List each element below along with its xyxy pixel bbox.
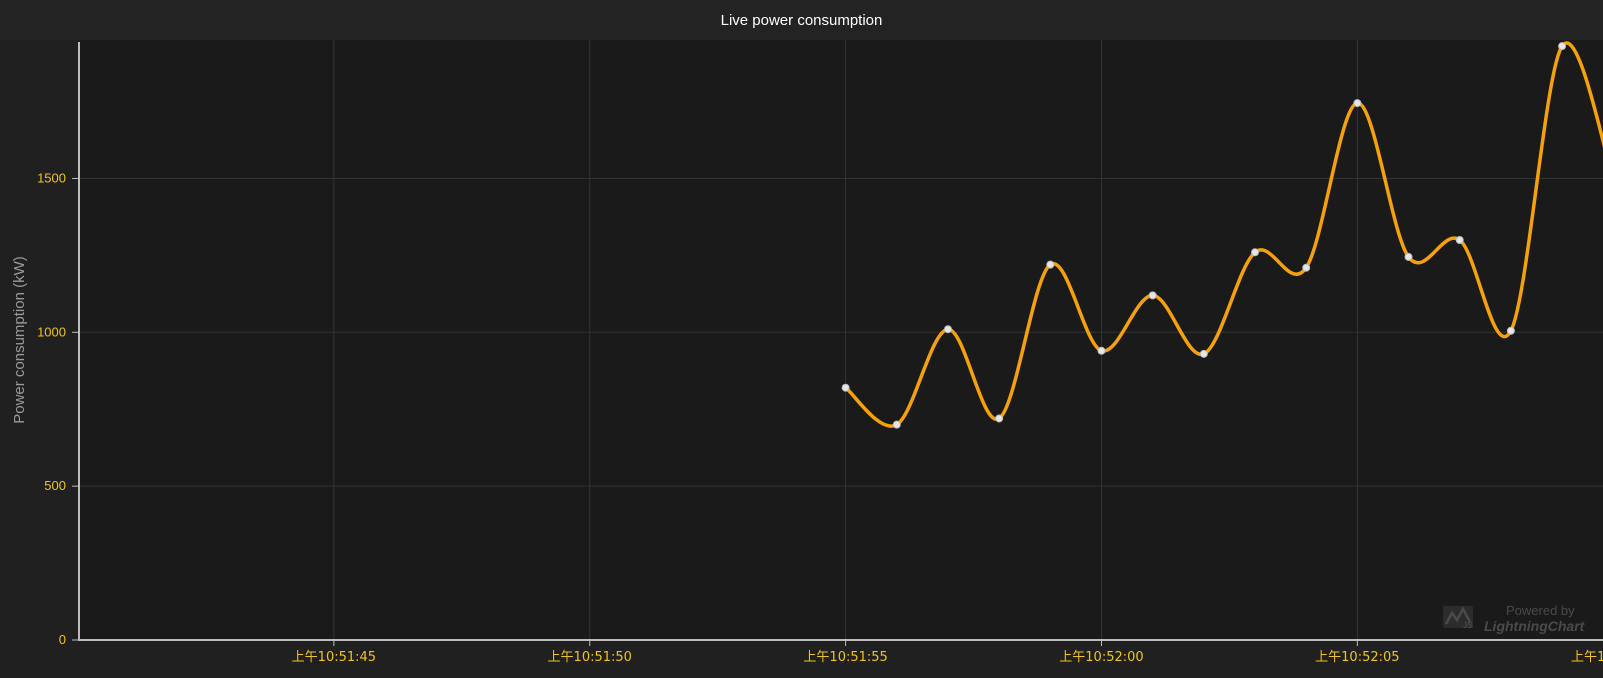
- data-point: [1455, 236, 1464, 244]
- data-point: [995, 414, 1004, 423]
- y-tick-label: 0: [59, 632, 66, 647]
- data-point: [1148, 291, 1157, 300]
- data-point: [1404, 252, 1413, 261]
- data-point: [1558, 42, 1567, 51]
- x-tick-label: 上午10:52:05: [1315, 650, 1399, 665]
- data-point: [943, 325, 952, 334]
- lightningchart-logo-icon: JS: [1443, 606, 1473, 630]
- data-point: [1251, 248, 1260, 257]
- data-point: [841, 383, 850, 392]
- y-tick-label: 1500: [37, 170, 66, 185]
- data-point: [1199, 349, 1208, 358]
- x-tick-label: 上午10:51:45: [292, 650, 376, 665]
- chart-title: Live power consumption: [0, 0, 1603, 40]
- x-tick-label: 上午10:51:55: [803, 650, 887, 665]
- x-tick-label: 上午10:51:50: [548, 650, 632, 665]
- data-point: [892, 420, 901, 429]
- series-group: [841, 41, 1603, 429]
- y-tick-label: 500: [44, 478, 66, 493]
- powered-by-text: Powered by: [1506, 603, 1575, 618]
- x-axis-ticks: 上午10:51:45 上午10:51:50 上午10:51:55 上午10:52:00…: [292, 640, 1603, 665]
- grid-lines: [78, 40, 1603, 640]
- data-point: [1302, 263, 1311, 272]
- y-tick-label: 1000: [37, 324, 66, 339]
- x-tick-label: 上午10:52:00: [1059, 650, 1143, 665]
- data-point: [1046, 260, 1055, 269]
- logo-text: JS: [1463, 621, 1473, 630]
- y-axis-title: Power consumption (kW): [11, 256, 28, 424]
- y-axis-ticks: 0 500 1000 1500: [37, 170, 78, 647]
- lightningchart-watermark: JS Powered by LightningChart: [1443, 603, 1586, 634]
- x-tick-label: 上午10:52:10: [1571, 650, 1603, 665]
- data-point: [1506, 326, 1515, 335]
- plot-area: [78, 40, 1603, 639]
- brand-text: LightningChart: [1484, 618, 1586, 634]
- data-point: [1097, 346, 1106, 355]
- data-point: [1353, 99, 1362, 108]
